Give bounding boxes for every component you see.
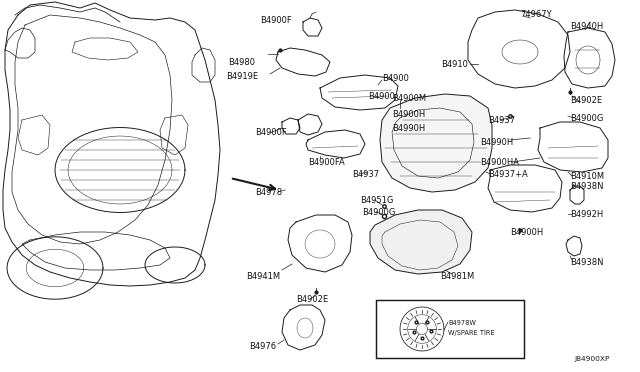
Text: B4900M: B4900M xyxy=(392,94,426,103)
Text: B4902E: B4902E xyxy=(570,96,602,105)
Text: B4937: B4937 xyxy=(352,170,379,179)
Text: B4902E: B4902E xyxy=(296,295,328,304)
Text: B4900: B4900 xyxy=(368,92,395,101)
Text: B4910: B4910 xyxy=(441,60,468,69)
Text: B4900H: B4900H xyxy=(510,228,543,237)
Text: B4937+A: B4937+A xyxy=(488,170,528,179)
Text: B4938N: B4938N xyxy=(570,258,604,267)
Text: B4900F: B4900F xyxy=(255,128,287,137)
Text: J84900XP: J84900XP xyxy=(575,356,610,362)
Bar xyxy=(376,300,524,358)
Text: B4937: B4937 xyxy=(488,116,515,125)
Text: B4990H: B4990H xyxy=(480,138,513,147)
Text: 74967Y: 74967Y xyxy=(520,10,552,19)
Text: B4941M: B4941M xyxy=(246,272,280,281)
Text: B4981M: B4981M xyxy=(440,272,474,281)
Text: B4900: B4900 xyxy=(382,74,409,83)
Text: B4900FA: B4900FA xyxy=(308,158,345,167)
Text: B4980: B4980 xyxy=(228,58,255,67)
Text: B4976: B4976 xyxy=(249,342,276,351)
Text: B4978: B4978 xyxy=(255,188,282,197)
Polygon shape xyxy=(370,210,472,274)
Text: B4900G: B4900G xyxy=(362,208,396,217)
Text: B4940H: B4940H xyxy=(570,22,604,31)
Text: W/SPARE TIRE: W/SPARE TIRE xyxy=(448,330,495,336)
Text: B4900G: B4900G xyxy=(570,114,604,123)
Text: B4900F: B4900F xyxy=(260,16,292,25)
Text: B4938N: B4938N xyxy=(570,182,604,191)
Text: B4900HA: B4900HA xyxy=(480,158,519,167)
Text: B4910M: B4910M xyxy=(570,172,604,181)
Text: B4978W: B4978W xyxy=(448,320,476,326)
Text: B4919E: B4919E xyxy=(226,72,258,81)
Polygon shape xyxy=(380,94,492,192)
Text: B4990H: B4990H xyxy=(392,124,425,133)
Text: B4992H: B4992H xyxy=(570,210,604,219)
Text: B4951G: B4951G xyxy=(360,196,394,205)
Text: B4900H: B4900H xyxy=(392,110,425,119)
